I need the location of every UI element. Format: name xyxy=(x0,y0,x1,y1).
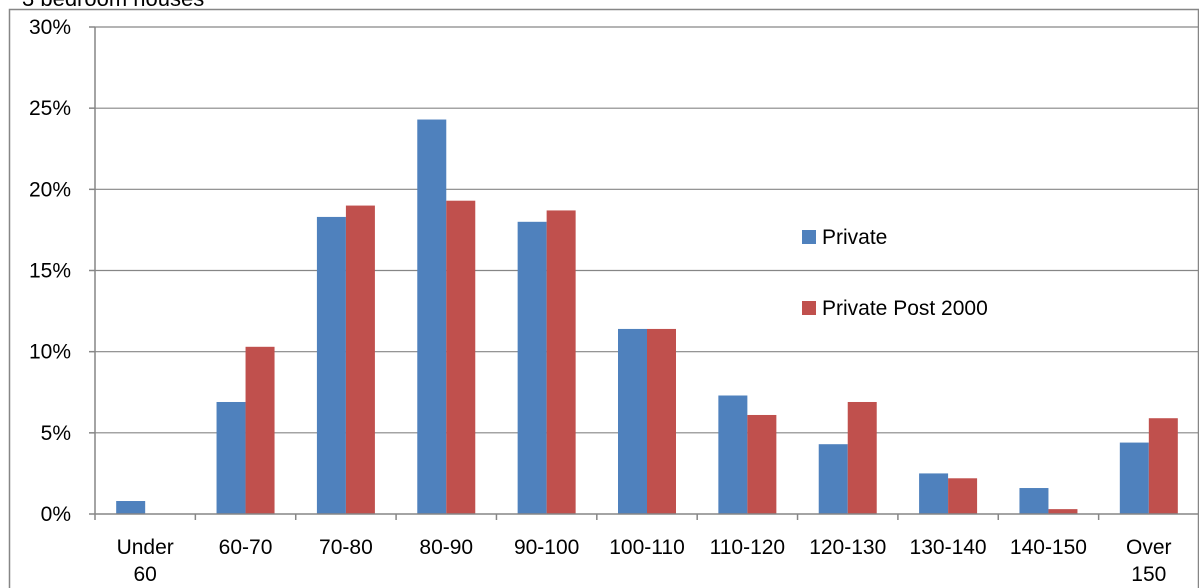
x-tick-label: Under 60 xyxy=(117,536,174,586)
bar-private-post-2000 xyxy=(847,401,877,514)
x-tick-label: 130-140 xyxy=(910,536,987,559)
bar-private xyxy=(216,401,246,514)
bar-private xyxy=(1019,488,1049,514)
y-tick-labels: 0% 5% 10% 15% 20% 25% 30% xyxy=(29,16,71,526)
bar-private xyxy=(718,395,748,514)
x-tick-label: 80-90 xyxy=(419,536,473,559)
bar-private-post-2000 xyxy=(1148,418,1178,514)
gridlines xyxy=(95,26,1199,434)
bar-private-post-2000 xyxy=(345,205,375,515)
legend-swatch xyxy=(802,230,816,244)
legend-swatch xyxy=(802,301,816,315)
bar-private xyxy=(517,221,547,515)
chart-title: 3 bedroom houses xyxy=(22,0,204,11)
x-tick-label: 60-70 xyxy=(219,536,273,559)
y-tick-label: 20% xyxy=(29,178,71,201)
bar-private xyxy=(618,328,647,514)
x-tick-label: 90-100 xyxy=(514,536,579,559)
x-tick-label: Over 150 xyxy=(1126,536,1172,586)
x-tick-labels: Under 60 60-70 70-80 80-90 90-100 100-110 110-1… xyxy=(117,536,1172,586)
bar-private-post-2000 xyxy=(948,478,978,514)
bar-private-post-2000 xyxy=(546,210,576,515)
bar-private-post-2000 xyxy=(245,346,275,514)
y-tick-label: 30% xyxy=(29,16,71,39)
x-tick-label: 110-120 xyxy=(710,536,786,559)
y-tick-label: 0% xyxy=(41,503,71,526)
bar-private xyxy=(919,473,949,514)
legend-label: Private xyxy=(822,226,887,249)
bar-private xyxy=(1119,442,1149,514)
y-tick-label: 5% xyxy=(41,422,71,445)
legend: Private Private Post 2000 xyxy=(802,226,988,320)
bars xyxy=(116,119,1178,515)
legend-label: Private Post 2000 xyxy=(822,297,988,320)
y-tick-label: 10% xyxy=(29,341,71,364)
bar-private xyxy=(818,444,848,514)
bar-private xyxy=(417,119,447,514)
bar-private-post-2000 xyxy=(446,200,476,515)
y-tick-label: 25% xyxy=(29,97,71,120)
bar-private xyxy=(116,501,146,514)
bar-private-post-2000 xyxy=(1048,509,1078,514)
y-tick-label: 15% xyxy=(29,260,71,283)
x-tick-label: 100-110 xyxy=(609,536,685,559)
bar-private xyxy=(316,216,346,514)
bar-private-post-2000 xyxy=(647,328,676,514)
x-tick-label: 140-150 xyxy=(1010,536,1087,559)
axes xyxy=(89,26,1199,520)
x-tick-label: 70-80 xyxy=(319,536,373,559)
bar-private-post-2000 xyxy=(747,414,777,514)
x-tick-label: 120-130 xyxy=(809,536,886,559)
